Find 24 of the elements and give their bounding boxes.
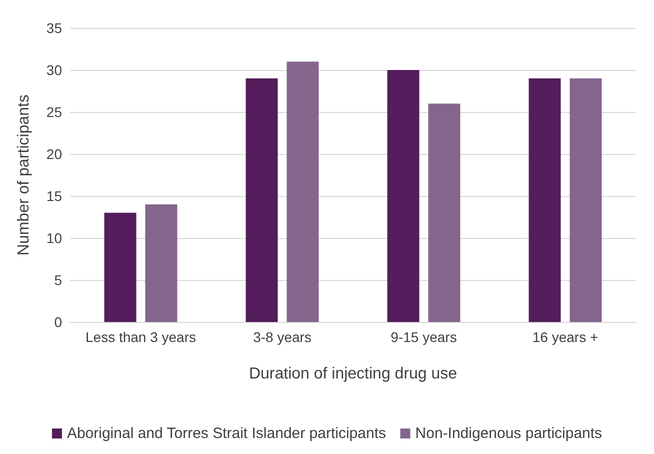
- bar: [145, 204, 178, 322]
- x-tick-label: 16 years +: [532, 329, 598, 345]
- bar: [286, 62, 319, 322]
- y-tick-label: 10: [46, 230, 62, 246]
- x-tick-label: 9-15 years: [390, 329, 457, 345]
- y-tick-label: 25: [46, 104, 62, 120]
- x-tick-label: Less than 3 years: [85, 329, 196, 345]
- x-tick-label: 3-8 years: [253, 329, 312, 345]
- y-tick-label: 20: [46, 146, 62, 162]
- y-tick-label: 5: [54, 272, 62, 288]
- y-tick-label: 30: [46, 62, 62, 78]
- bar: [428, 104, 460, 322]
- legend-label: Non-Indigenous participants: [415, 425, 602, 442]
- bar: [246, 78, 278, 322]
- y-axis-title: Number of participants: [16, 94, 32, 256]
- y-tick-label: 35: [46, 20, 62, 36]
- bar: [387, 70, 420, 322]
- bar: [528, 78, 561, 322]
- y-tick-label: 0: [54, 314, 62, 330]
- bar: [104, 212, 136, 322]
- y-tick-label: 15: [46, 188, 62, 204]
- legend-label: Aboriginal and Torres Strait Islander participants: [66, 425, 386, 442]
- x-axis-title: Duration of injecting drug use: [248, 366, 458, 382]
- bar: [570, 78, 602, 322]
